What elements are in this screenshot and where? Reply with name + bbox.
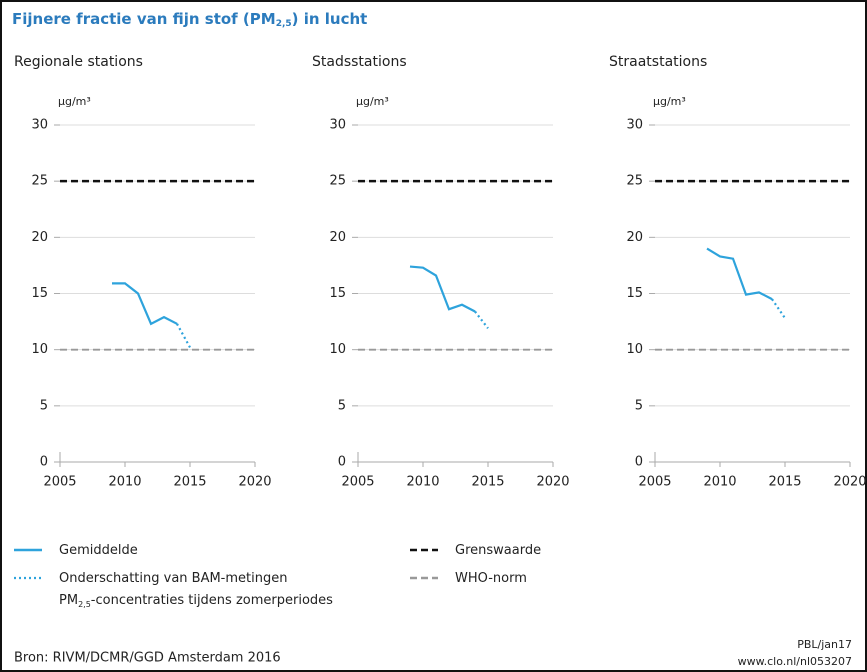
y-tick-label: 15 — [626, 286, 643, 301]
legend-label: Gemiddelde — [59, 543, 138, 558]
series-line — [112, 282, 178, 326]
credit: www.clo.nl/nl053207 — [738, 655, 852, 668]
series-line — [706, 247, 773, 301]
title: Fijnere fractie van fijn stof (PM2,5) in… — [12, 10, 367, 29]
series-line — [409, 265, 476, 313]
x-tick-label: 2010 — [703, 475, 736, 490]
x-tick-label: 2020 — [238, 475, 271, 490]
y-tick-label: 5 — [338, 398, 346, 413]
series-line — [771, 298, 786, 319]
x-tick-label: 2005 — [638, 475, 671, 490]
subtitle: Regionale stations — [14, 54, 143, 70]
legend-text: PM — [59, 593, 78, 608]
y-axis-label: µg/m³ — [356, 95, 389, 108]
y-tick-label: 5 — [40, 398, 48, 413]
legend-sub: 2,5 — [78, 600, 91, 609]
legend-text: WHO-norm — [455, 571, 527, 586]
series-line — [474, 310, 489, 329]
y-tick-label: 5 — [635, 398, 643, 413]
legend-text: Grenswaarde — [455, 543, 541, 558]
y-tick-label: 0 — [338, 455, 346, 470]
title-sub: 2,5 — [276, 19, 292, 29]
x-tick-label: 2010 — [406, 475, 439, 490]
x-tick-label: 2005 — [43, 475, 76, 490]
x-tick-label: 2010 — [108, 475, 141, 490]
legend-text: Onderschatting van BAM-metingen — [59, 571, 287, 586]
title-text: Fijnere fractie van fijn stof (PM — [12, 10, 276, 28]
source: Bron: RIVM/DCMR/GGD Amsterdam 2016 — [14, 651, 281, 666]
subtitle: Stadsstations — [312, 54, 407, 70]
y-tick-label: 30 — [329, 118, 346, 133]
y-tick-label: 25 — [31, 174, 48, 189]
y-tick-label: 0 — [40, 455, 48, 470]
x-tick-label: 2005 — [341, 475, 374, 490]
x-tick-label: 2015 — [471, 475, 504, 490]
y-tick-label: 30 — [31, 118, 48, 133]
y-tick-label: 10 — [329, 342, 346, 357]
y-tick-label: 20 — [31, 230, 48, 245]
legend-label: Grenswaarde — [455, 543, 541, 558]
y-tick-label: 20 — [329, 230, 346, 245]
y-tick-label: 30 — [626, 118, 643, 133]
y-tick-label: 0 — [635, 455, 643, 470]
legend-label: Onderschatting van BAM-metingen PM2,5-con… — [59, 571, 333, 609]
credit: PBL/jan17 — [797, 638, 852, 651]
x-tick-label: 2020 — [536, 475, 569, 490]
legend-label: WHO-norm — [455, 571, 527, 586]
x-tick-label: 2020 — [833, 475, 866, 490]
x-tick-label: 2015 — [173, 475, 206, 490]
legend-text: -concentraties tijdens zomerperiodes — [91, 593, 333, 608]
y-axis-label: µg/m³ — [653, 95, 686, 108]
title-end: ) in lucht — [292, 10, 368, 28]
y-tick-label: 25 — [626, 174, 643, 189]
y-axis-label: µg/m³ — [58, 95, 91, 108]
y-tick-label: 15 — [329, 286, 346, 301]
y-tick-label: 10 — [31, 342, 48, 357]
x-tick-label: 2015 — [768, 475, 801, 490]
series-line — [176, 323, 191, 348]
y-tick-label: 25 — [329, 174, 346, 189]
y-tick-label: 20 — [626, 230, 643, 245]
y-tick-label: 15 — [31, 286, 48, 301]
y-tick-label: 10 — [626, 342, 643, 357]
subtitle: Straatstations — [609, 54, 707, 70]
legend-text: Gemiddelde — [59, 543, 138, 558]
